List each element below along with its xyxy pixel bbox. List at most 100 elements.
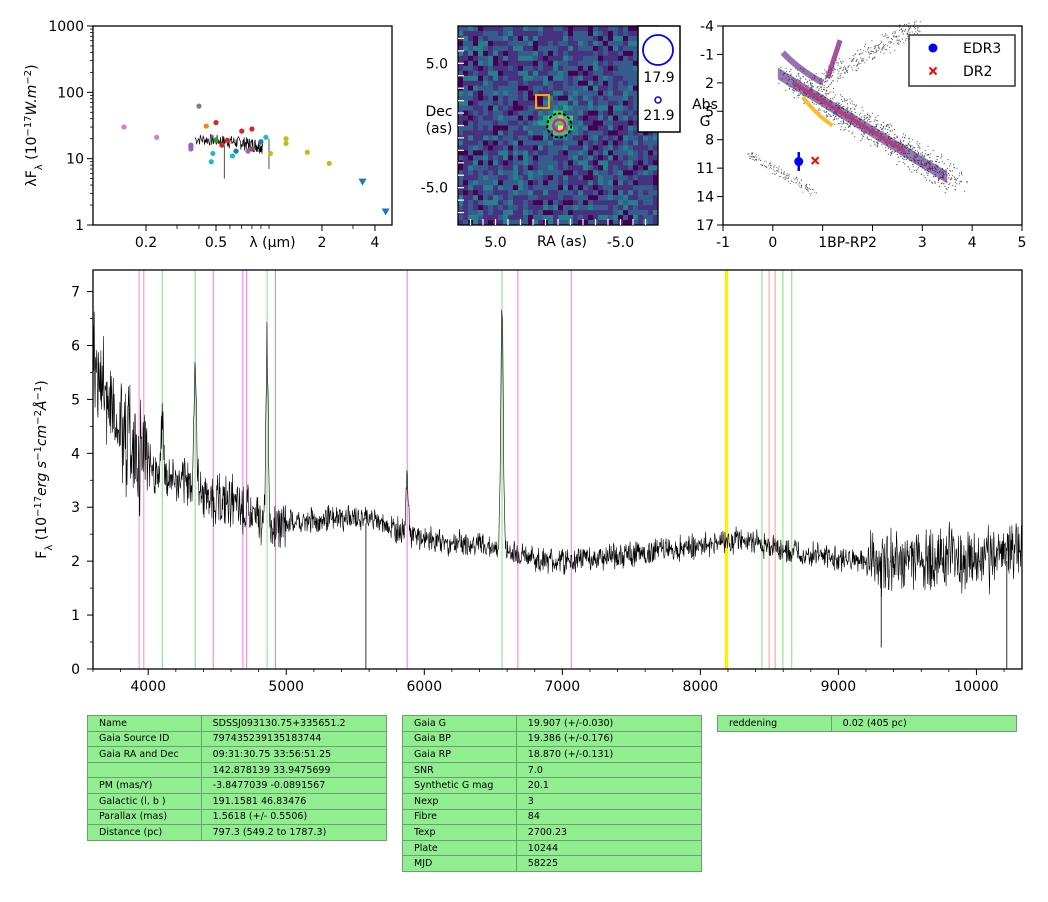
- image-pixel: [558, 80, 564, 86]
- image-pixel: [548, 205, 554, 211]
- image-pixel: [513, 80, 519, 86]
- hr-star-point: [773, 165, 775, 167]
- image-pixel: [518, 135, 524, 141]
- image-pixel: [563, 130, 569, 136]
- image-pixel: [558, 205, 564, 211]
- image-pixel: [598, 150, 604, 156]
- image-pixel: [598, 180, 604, 186]
- image-pixel: [588, 90, 594, 96]
- image-pixel: [488, 150, 494, 156]
- image-pixel: [588, 65, 594, 72]
- hr-star-point: [844, 127, 846, 129]
- image-pixel: [563, 55, 569, 62]
- image-pixel: [483, 160, 489, 166]
- image-pixel: [523, 75, 529, 82]
- image-pixel: [603, 26, 609, 32]
- image-pixel: [493, 175, 499, 181]
- hr-star-point: [912, 147, 914, 149]
- hr-star-point: [787, 173, 789, 175]
- image-pixel: [488, 65, 494, 72]
- hr-star-point: [810, 79, 812, 81]
- image-pixel: [508, 60, 514, 67]
- image-pixel: [488, 120, 494, 126]
- image-pixel: [483, 120, 489, 126]
- table-row: Texp 2700.23: [402, 824, 703, 841]
- image-pixel: [623, 195, 629, 201]
- hr-star-point: [816, 192, 817, 194]
- hr-star-point: [881, 144, 883, 146]
- image-pixel: [598, 115, 604, 121]
- image-pixel: [518, 26, 524, 32]
- image-pixel: [608, 75, 614, 82]
- hr-star-point: [871, 50, 873, 52]
- hr-star-point: [833, 96, 835, 98]
- image-pixel: [573, 165, 579, 171]
- hr-star-point: [849, 64, 851, 66]
- image-pixel: [573, 215, 579, 221]
- image-legend-label: 17.9: [643, 70, 674, 86]
- image-pixel: [628, 115, 634, 121]
- image-pixel: [623, 115, 629, 121]
- image-pixel: [538, 26, 544, 32]
- sed-photometry-point: [121, 124, 127, 130]
- hr-star-point: [902, 29, 904, 31]
- hr-star-point: [782, 177, 784, 179]
- hr-star-point: [926, 154, 928, 156]
- image-pixel: [513, 95, 519, 101]
- image-pixel: [468, 45, 474, 52]
- hr-star-point: [793, 90, 795, 92]
- hr-star-point: [797, 73, 799, 75]
- hr-star-point: [846, 71, 849, 74]
- image-pixel: [533, 125, 539, 131]
- table-row: reddening 0.02 (405 pc): [717, 715, 1018, 732]
- spectrum-x-tick-label: 7000: [545, 679, 581, 695]
- image-pixel: [543, 85, 549, 91]
- image-pixel: [523, 90, 529, 96]
- image-pixel: [553, 210, 559, 216]
- image-pixel: [468, 160, 474, 166]
- hr-star-point: [893, 43, 895, 45]
- image-pixel: [603, 55, 609, 62]
- sed-y-axis-label: λFλ (10−17W.m−2): [23, 64, 45, 186]
- image-pixel: [478, 140, 484, 146]
- image-pixel: [608, 110, 614, 116]
- image-pixel: [468, 70, 474, 77]
- image-pixel: [568, 90, 574, 96]
- hr-star-point: [887, 153, 889, 155]
- sed-photometry-point: [249, 126, 255, 132]
- hr-star-point: [893, 136, 895, 138]
- hr-star-point: [890, 148, 892, 150]
- image-pixel: [498, 195, 504, 201]
- image-pixel: [503, 190, 509, 196]
- image-pixel: [603, 130, 609, 136]
- image-pixel: [568, 155, 574, 161]
- hr-star-point: [927, 173, 929, 175]
- image-pixel: [473, 26, 479, 32]
- image-pixel: [613, 115, 619, 121]
- hr-star-point: [870, 121, 872, 123]
- image-pixel: [553, 165, 559, 171]
- image-pixel: [548, 140, 554, 146]
- image-pixel: [498, 170, 504, 176]
- hr-star-point: [851, 66, 853, 68]
- hr-star-point: [898, 26, 901, 28]
- image-pixel: [523, 40, 529, 47]
- hr-star-point: [951, 170, 954, 172]
- image-pixel: [503, 105, 509, 111]
- image-pixel: [603, 145, 609, 151]
- hr-star-point: [806, 188, 808, 190]
- image-pixel: [598, 175, 604, 181]
- hr-star-point: [894, 31, 896, 33]
- image-pixel: [613, 185, 619, 191]
- image-pixel: [528, 130, 534, 136]
- image-pixel: [543, 140, 549, 146]
- image-pixel: [468, 85, 474, 91]
- image-pixel: [538, 50, 544, 57]
- image-pixel: [618, 45, 624, 52]
- hr-star-point: [871, 40, 873, 42]
- hr-star-point: [903, 158, 905, 160]
- hr-star-point: [850, 108, 852, 110]
- hr-star-point: [875, 49, 878, 51]
- image-pixel: [598, 145, 604, 151]
- image-pixel: [503, 85, 509, 91]
